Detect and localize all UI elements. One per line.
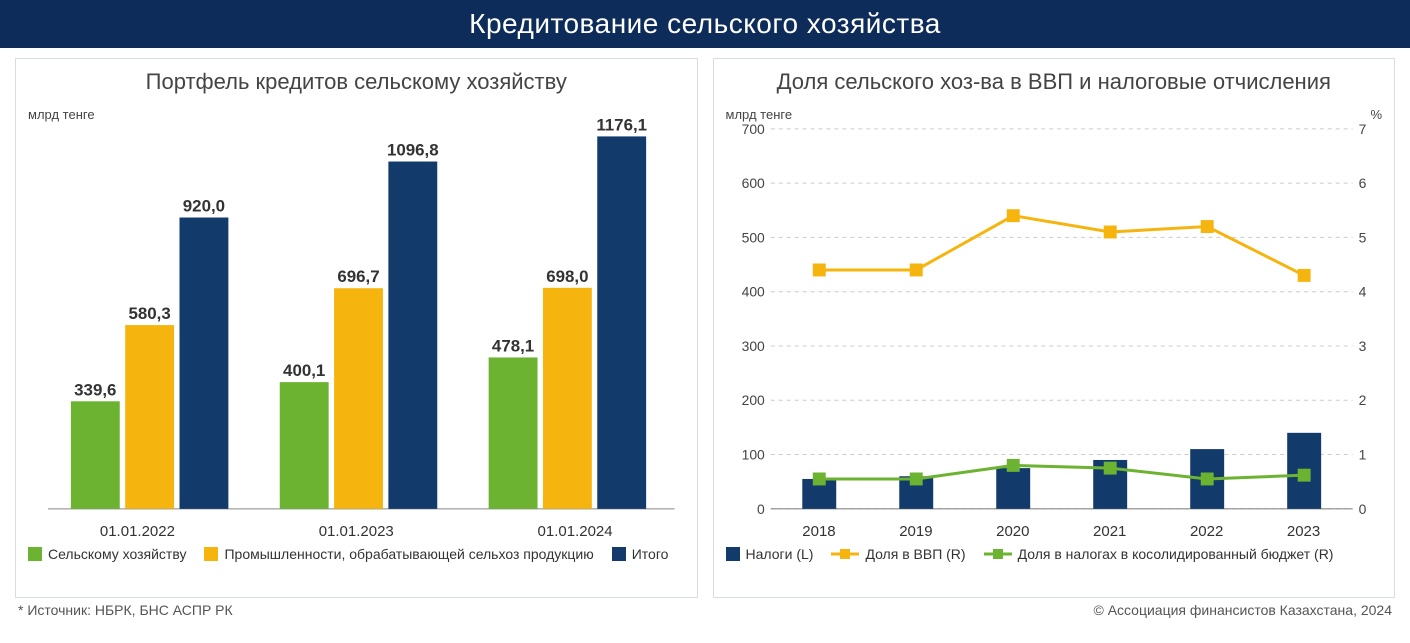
legend-item: Налоги (L) — [726, 546, 814, 562]
right-x-axis: 201820192020202120222023 — [726, 523, 1383, 540]
legend-label: Доля в налогах в косолидированный бюджет… — [1018, 546, 1334, 562]
x-tick-label: 2019 — [867, 523, 964, 540]
bar-label: 478,1 — [492, 336, 534, 355]
bar — [597, 136, 646, 508]
bar — [125, 325, 174, 509]
line-marker — [1201, 221, 1213, 233]
bar-label: 580,3 — [128, 304, 170, 323]
line-marker — [1104, 462, 1116, 474]
y-left-tick: 400 — [741, 284, 764, 300]
legend-item: Доля в ВВП (R) — [831, 546, 965, 562]
legend-swatch — [726, 547, 740, 561]
right-chart-svg: 0 100 200 300 400 500 600 700 0 1 2 3 4 5 6 7 — [726, 101, 1383, 519]
y-left-tick: 700 — [741, 121, 764, 137]
x-tick-label: 01.01.2022 — [28, 523, 247, 540]
legend-label: Промышленности, обрабатывающей сельхоз п… — [224, 546, 593, 562]
y-left-tick: 100 — [741, 447, 764, 463]
line-marker — [813, 473, 825, 485]
bar — [71, 401, 120, 509]
x-tick-label: 2023 — [1255, 523, 1352, 540]
line-marker — [1298, 269, 1310, 281]
legend-swatch — [28, 547, 42, 561]
line-marker — [910, 264, 922, 276]
legend-swatch — [204, 547, 218, 561]
right-legend: Налоги (L) Доля в ВВП (R) Доля в налогах в… — [726, 546, 1383, 562]
legend-swatch — [612, 547, 626, 561]
y-right-tick: 4 — [1358, 284, 1366, 300]
bar — [179, 218, 228, 509]
line-marker — [813, 264, 825, 276]
line-marker — [910, 473, 922, 485]
bar — [543, 288, 592, 509]
y-right-tick: 3 — [1358, 338, 1366, 354]
bar — [334, 288, 383, 509]
y-left-tick: 200 — [741, 392, 764, 408]
x-tick-label: 2021 — [1061, 523, 1158, 540]
line-series — [819, 465, 1304, 479]
line-marker — [1201, 473, 1213, 485]
legend-label: Итого — [632, 546, 669, 562]
legend-line-swatch — [984, 547, 1012, 561]
footer-source: * Источник: НБРК, БНС АСПР РК — [18, 602, 233, 618]
footer-copyright: © Ассоциация финансистов Казахстана, 202… — [1093, 602, 1392, 618]
y-right-tick: 1 — [1358, 447, 1366, 463]
y-left-tick: 500 — [741, 229, 764, 245]
legend-item: Итого — [612, 546, 669, 562]
x-tick-label: 01.01.2023 — [247, 523, 466, 540]
legend-item: Промышленности, обрабатывающей сельхоз п… — [204, 546, 593, 562]
bar-label: 698,0 — [546, 267, 588, 286]
page-title-bar: Кредитование сельского хозяйства — [0, 0, 1410, 48]
right-y-right-label: % — [1370, 107, 1382, 122]
y-right-tick: 5 — [1358, 229, 1366, 245]
bar-label: 696,7 — [337, 267, 379, 286]
left-chart-svg: 339,6 580,3 920,0 400,1 696,7 1096,8 478,1 698,… — [28, 101, 685, 519]
left-x-axis: 01.01.202201.01.202301.01.2024 — [28, 523, 685, 540]
line-marker — [1007, 459, 1019, 471]
line-series — [819, 216, 1304, 276]
line-marker — [1007, 210, 1019, 222]
y-right-tick: 7 — [1358, 121, 1366, 137]
line-marker — [1298, 469, 1310, 481]
legend-label: Сельскому хозяйству — [48, 546, 186, 562]
left-panel: Портфель кредитов сельскому хозяйству мл… — [15, 58, 698, 598]
legend-item: Сельскому хозяйству — [28, 546, 186, 562]
x-tick-label: 2018 — [771, 523, 868, 540]
page-title: Кредитование сельского хозяйства — [469, 8, 941, 39]
bar — [388, 162, 437, 509]
bar — [489, 357, 538, 508]
bar-label: 1096,8 — [387, 141, 439, 160]
legend-label: Доля в ВВП (R) — [865, 546, 965, 562]
right-chart-title: Доля сельского хоз-ва в ВВП и налоговые … — [726, 69, 1383, 95]
x-tick-label: 2022 — [1158, 523, 1255, 540]
left-y-label: млрд тенге — [28, 107, 95, 122]
y-right-tick: 6 — [1358, 175, 1366, 191]
y-left-tick: 300 — [741, 338, 764, 354]
x-tick-label: 2020 — [964, 523, 1061, 540]
bar-label: 339,6 — [74, 380, 116, 399]
charts-row: Портфель кредитов сельскому хозяйству мл… — [0, 48, 1410, 598]
x-tick-label: 01.01.2024 — [466, 523, 685, 540]
legend-label: Налоги (L) — [746, 546, 814, 562]
bar-label: 920,0 — [183, 197, 225, 216]
y-right-tick: 2 — [1358, 392, 1366, 408]
bar-label: 400,1 — [283, 361, 325, 380]
right-panel: Доля сельского хоз-ва в ВВП и налоговые … — [713, 58, 1396, 598]
bar-label: 1176,1 — [596, 115, 647, 134]
bar — [996, 468, 1030, 509]
y-right-tick: 0 — [1358, 501, 1366, 517]
y-left-tick: 600 — [741, 175, 764, 191]
left-legend: Сельскому хозяйству Промышленности, обраб… — [28, 546, 685, 562]
legend-line-swatch — [831, 547, 859, 561]
line-marker — [1104, 226, 1116, 238]
bar — [280, 382, 329, 509]
right-y-left-label: млрд тенге — [726, 107, 793, 122]
y-left-tick: 0 — [757, 501, 765, 517]
footer: * Источник: НБРК, БНС АСПР РК © Ассоциац… — [0, 598, 1410, 618]
legend-item: Доля в налогах в косолидированный бюджет… — [984, 546, 1334, 562]
left-chart-title: Портфель кредитов сельскому хозяйству — [28, 69, 685, 95]
